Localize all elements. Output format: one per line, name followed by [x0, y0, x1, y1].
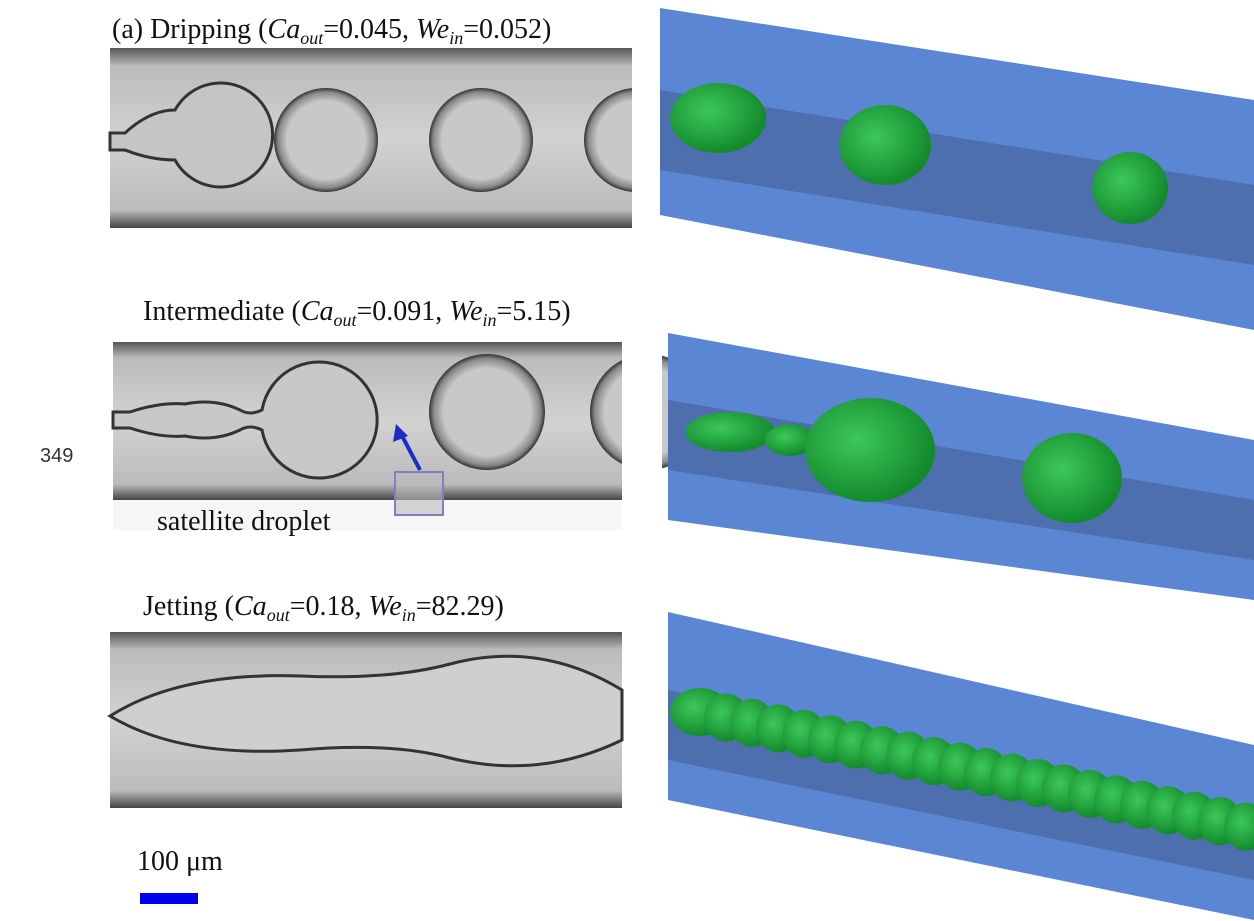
panel-title: Jetting (Caout=0.18, Wein=82.29) — [143, 591, 504, 625]
page-number: 349 — [40, 445, 73, 467]
title-text: Ca — [268, 14, 301, 45]
micrograph — [110, 40, 688, 240]
title-text: =5.15) — [497, 296, 571, 327]
annotation: satellite droplet — [157, 506, 331, 537]
simulation-3d — [660, 8, 1254, 330]
scale-bar — [140, 893, 198, 904]
title-subscript: in — [449, 28, 463, 48]
title-subscript: out — [267, 605, 291, 625]
micrograph — [110, 632, 622, 808]
title-subscript: out — [300, 28, 324, 48]
title-text: Jetting ( — [143, 591, 234, 622]
title-text: Ca — [234, 591, 267, 622]
page: 349 (a) Dripping (Caout=0.045, Wein=0.05… — [0, 0, 1254, 921]
simulation-3d — [668, 612, 1254, 920]
title-text: We — [416, 14, 449, 45]
title-text: (a) Dripping ( — [112, 14, 268, 45]
simulation-3d — [668, 333, 1254, 600]
scale-label: 100 μm — [137, 846, 223, 877]
title-text: =0.091, — [357, 296, 450, 327]
figure: 349 (a) Dripping (Caout=0.045, Wein=0.05… — [0, 0, 1254, 921]
panel-title: (a) Dripping (Caout=0.045, Wein=0.052) — [112, 14, 551, 48]
title-text: =82.29) — [416, 591, 504, 622]
title-subscript: out — [334, 310, 358, 330]
title-text: =0.18, — [290, 591, 369, 622]
panel-title: Intermediate (Caout=0.091, Wein=5.15) — [143, 296, 571, 330]
title-subscript: in — [483, 310, 497, 330]
title-text: =0.052) — [463, 14, 551, 45]
title-text: Ca — [301, 296, 334, 327]
title-text: =0.045, — [323, 14, 416, 45]
title-text: We — [369, 591, 402, 622]
micrograph — [113, 335, 706, 535]
title-subscript: in — [402, 605, 416, 625]
title-text: Intermediate ( — [143, 296, 301, 327]
title-text: We — [449, 296, 482, 327]
